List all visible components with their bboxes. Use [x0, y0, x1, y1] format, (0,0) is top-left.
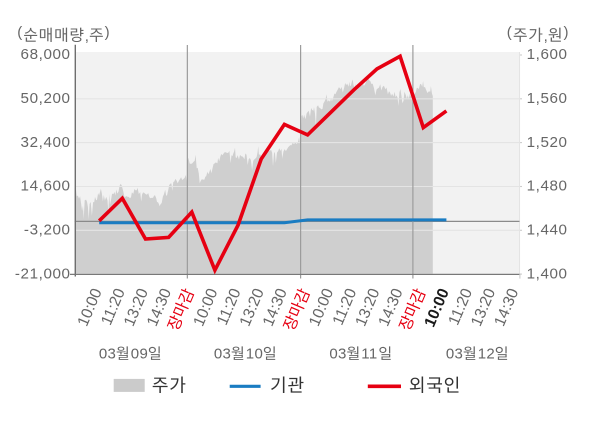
svg-text:03: 03	[329, 345, 346, 362]
svg-text:1,480: 1,480	[527, 178, 568, 195]
svg-text:09: 09	[131, 345, 148, 362]
svg-text:1,440: 1,440	[527, 221, 568, 238]
svg-text:,: ,	[85, 28, 89, 45]
svg-text:(: (	[17, 24, 22, 41]
svg-text:03: 03	[446, 345, 463, 362]
svg-text:-21,000: -21,000	[15, 265, 71, 282]
svg-text:68,000: 68,000	[21, 46, 71, 63]
svg-text:1,400: 1,400	[527, 265, 568, 282]
svg-text:14,600: 14,600	[21, 178, 71, 195]
svg-text:,: ,	[544, 28, 548, 45]
svg-text:1,560: 1,560	[527, 90, 568, 107]
svg-text:1,600: 1,600	[527, 46, 568, 63]
svg-text:-3,200: -3,200	[24, 221, 71, 238]
svg-text:03: 03	[99, 345, 116, 362]
svg-text:(: (	[507, 24, 512, 41]
svg-text:32,400: 32,400	[21, 134, 71, 151]
svg-text:50,200: 50,200	[21, 90, 71, 107]
svg-text:03: 03	[214, 345, 231, 362]
svg-text:11: 11	[361, 345, 377, 362]
svg-text:): )	[105, 24, 110, 41]
svg-text:12: 12	[478, 345, 495, 362]
svg-text:1,520: 1,520	[527, 134, 568, 151]
svg-text:10: 10	[246, 345, 263, 362]
svg-text:): )	[564, 24, 569, 41]
